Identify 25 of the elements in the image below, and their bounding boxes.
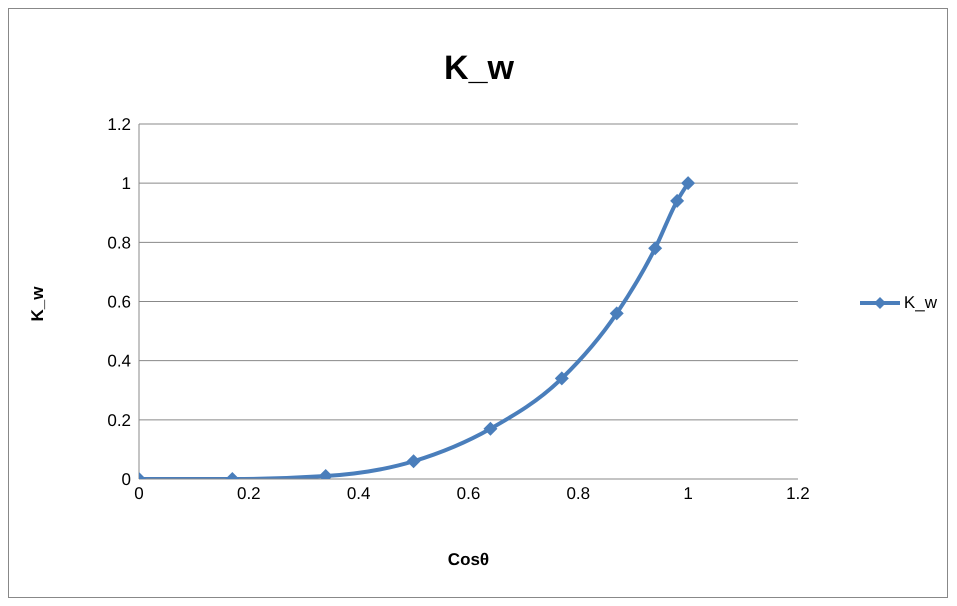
point [670, 194, 684, 208]
x-tick-label: 0.2 [237, 484, 261, 504]
y-axis-title: K_w [28, 286, 48, 322]
y-tick-label: 0.4 [107, 352, 131, 371]
x-tick-label: 0.6 [456, 484, 480, 504]
point [554, 371, 569, 386]
point [648, 241, 662, 256]
y-tick-label: 1 [122, 174, 131, 194]
point [406, 454, 421, 468]
y-tick-label: 0.2 [107, 410, 131, 430]
x-tick-label: 0.4 [346, 484, 370, 504]
x-axis-title: Cosθ [448, 550, 490, 569]
x-tick-label: 0.8 [566, 484, 590, 504]
y-tick-label: 0.8 [107, 233, 131, 252]
x-tick-label: 1 [683, 484, 693, 504]
legend-label: K_w [904, 293, 937, 313]
point [681, 176, 696, 190]
x-tick-label: 1.2 [786, 484, 810, 504]
point [610, 306, 624, 320]
y-tick-label: 0 [122, 470, 131, 490]
y-tick-label: 0.6 [107, 292, 131, 312]
point [483, 422, 498, 436]
x-tick-label: 0 [134, 484, 144, 504]
y-tick-label: 1.2 [107, 115, 131, 134]
chart-title: K_w [443, 49, 515, 88]
